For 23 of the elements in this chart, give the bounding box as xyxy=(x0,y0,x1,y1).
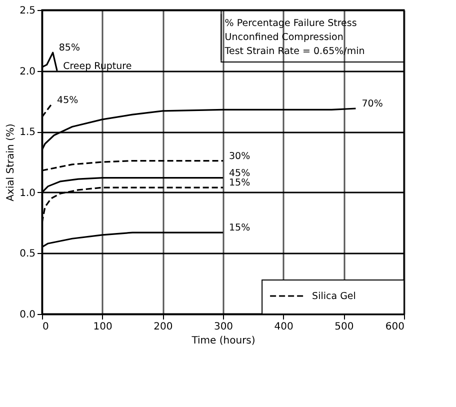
y-tick-label: 0.0 xyxy=(20,310,36,320)
x-tick-label: 600 xyxy=(385,322,404,332)
annotation: 70% xyxy=(362,98,383,110)
x-axis-title: Time (hours) xyxy=(190,336,256,346)
x-tick-label: 0 xyxy=(42,322,49,332)
x-tick-label: 300 xyxy=(214,322,234,332)
x-tick-label: 200 xyxy=(154,322,173,332)
annotation: 30% xyxy=(229,150,250,162)
legend-label: Silica Gel xyxy=(312,291,356,302)
annotation: 45% xyxy=(57,94,78,106)
annotation: 45% xyxy=(229,168,250,179)
y-tick-label: 0.5 xyxy=(20,248,36,260)
y-tick-label: 1.0 xyxy=(20,188,36,199)
x-tick-label: 400 xyxy=(274,322,294,332)
y-axis-title: Axial Strain (%) xyxy=(6,124,17,202)
y-tick-label: 2.0 xyxy=(20,66,36,78)
annotation: 15% xyxy=(229,178,250,189)
annotation: 15% xyxy=(229,222,250,234)
x-tick-label: 100 xyxy=(93,322,112,332)
x-tick-label: 500 xyxy=(334,322,354,332)
y-tick-label: 2.5 xyxy=(20,6,36,16)
annotation: 85% xyxy=(58,42,80,54)
y-tick-label: 1.5 xyxy=(20,127,36,138)
